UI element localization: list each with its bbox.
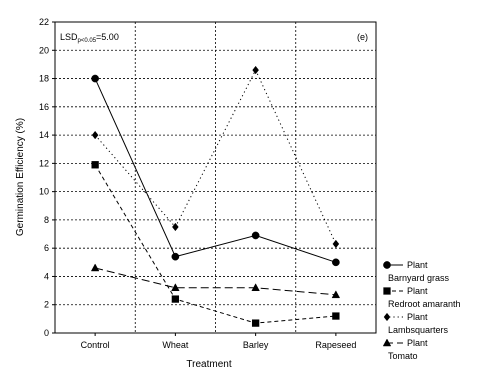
legend-marker bbox=[383, 261, 391, 269]
legend: Plant Barnyard grass Plant Redroot amaranth… bbox=[382, 260, 461, 361]
legend-marker bbox=[383, 287, 391, 295]
lsd-value: =5.00 bbox=[96, 32, 119, 42]
y-tick-label: 22 bbox=[39, 17, 49, 27]
y-tick-label: 6 bbox=[44, 243, 49, 253]
legend-item-redroot-amaranth: Plant Redroot amaranth bbox=[383, 286, 461, 309]
y-tick-label: 10 bbox=[39, 187, 49, 197]
point-tomato-rapeseed bbox=[331, 290, 341, 299]
point-redroot-amaranth-wheat bbox=[171, 295, 180, 303]
point-lambsquarters-control bbox=[91, 130, 99, 140]
x-tick-label-control: Control bbox=[81, 340, 110, 350]
y-axis-ticks: 0 2 4 6 8 10 12 14 16 18 20 22 bbox=[39, 17, 55, 338]
series-line-barnyard-grass bbox=[94, 78, 337, 263]
y-tick-label: 12 bbox=[39, 158, 49, 168]
series-barnyard-grass bbox=[91, 74, 340, 267]
legend-label-line1: Plant bbox=[407, 260, 428, 270]
legend-label-line1: Plant bbox=[407, 338, 428, 348]
legend-marker bbox=[383, 312, 391, 322]
series-line-lambsquarters bbox=[94, 68, 337, 245]
x-tick-label-wheat: Wheat bbox=[162, 340, 189, 350]
y-tick-label: 16 bbox=[39, 102, 49, 112]
y-tick-label: 14 bbox=[39, 130, 49, 140]
point-redroot-amaranth-barley bbox=[251, 319, 260, 327]
panel-label: (e) bbox=[357, 32, 368, 42]
legend-label-line2: Barnyard grass bbox=[388, 273, 450, 283]
legend-label-line2: Redroot amaranth bbox=[388, 299, 461, 309]
series-line-redroot-amaranth bbox=[94, 164, 336, 324]
series-line-tomato bbox=[95, 267, 336, 296]
x-axis-label: Treatment bbox=[186, 359, 231, 370]
x-tick-label-barley: Barley bbox=[243, 340, 269, 350]
x-tick-label-rapeseed: Rapeseed bbox=[315, 340, 356, 350]
point-barnyard-grass-rapeseed bbox=[332, 258, 340, 267]
legend-item-barnyard-grass: Plant Barnyard grass bbox=[383, 260, 450, 283]
point-tomato-barley bbox=[251, 283, 260, 292]
legend-label-line2: Lambsquarters bbox=[388, 325, 449, 335]
lsd-subscript: p<0.05 bbox=[78, 38, 97, 44]
lsd-prefix: LSD bbox=[60, 32, 78, 42]
point-barnyard-grass-control bbox=[91, 74, 99, 83]
y-tick-label: 4 bbox=[44, 271, 49, 281]
legend-marker bbox=[382, 338, 392, 347]
series-redroot-amaranth bbox=[91, 161, 340, 327]
legend-label-line1: Plant bbox=[407, 286, 428, 296]
x-axis-ticks: Control Wheat Barley Rapeseed bbox=[81, 333, 356, 350]
grid-lines bbox=[55, 22, 376, 333]
point-barnyard-grass-barley bbox=[251, 231, 260, 240]
y-tick-label: 8 bbox=[44, 215, 49, 225]
series-tomato bbox=[90, 263, 341, 299]
legend-label-line1: Plant bbox=[407, 312, 428, 322]
legend-item-lambsquarters: Plant Lambsquarters bbox=[383, 312, 449, 335]
legend-label-line2: Tomato bbox=[388, 351, 418, 361]
y-tick-label: 0 bbox=[44, 328, 49, 338]
y-tick-label: 2 bbox=[44, 300, 49, 310]
y-tick-label: 18 bbox=[39, 74, 49, 84]
point-tomato-wheat bbox=[171, 283, 180, 292]
point-tomato-control bbox=[90, 263, 100, 272]
point-redroot-amaranth-control bbox=[91, 161, 99, 169]
series-group bbox=[90, 65, 341, 327]
point-lambsquarters-rapeseed bbox=[332, 239, 340, 249]
point-redroot-amaranth-rapeseed bbox=[332, 312, 340, 320]
point-barnyard-grass-wheat bbox=[171, 252, 180, 261]
legend-item-tomato: Plant Tomato bbox=[382, 338, 428, 361]
plot-frame bbox=[54, 21, 377, 334]
point-lambsquarters-wheat bbox=[172, 222, 179, 232]
series-lambsquarters bbox=[91, 65, 340, 249]
point-lambsquarters-barley bbox=[252, 65, 259, 75]
y-tick-label: 20 bbox=[39, 45, 49, 55]
lsd-annotation: LSDp<0.05=5.00 bbox=[60, 32, 119, 44]
y-axis-label: Germination Efficiency (%) bbox=[15, 118, 26, 236]
